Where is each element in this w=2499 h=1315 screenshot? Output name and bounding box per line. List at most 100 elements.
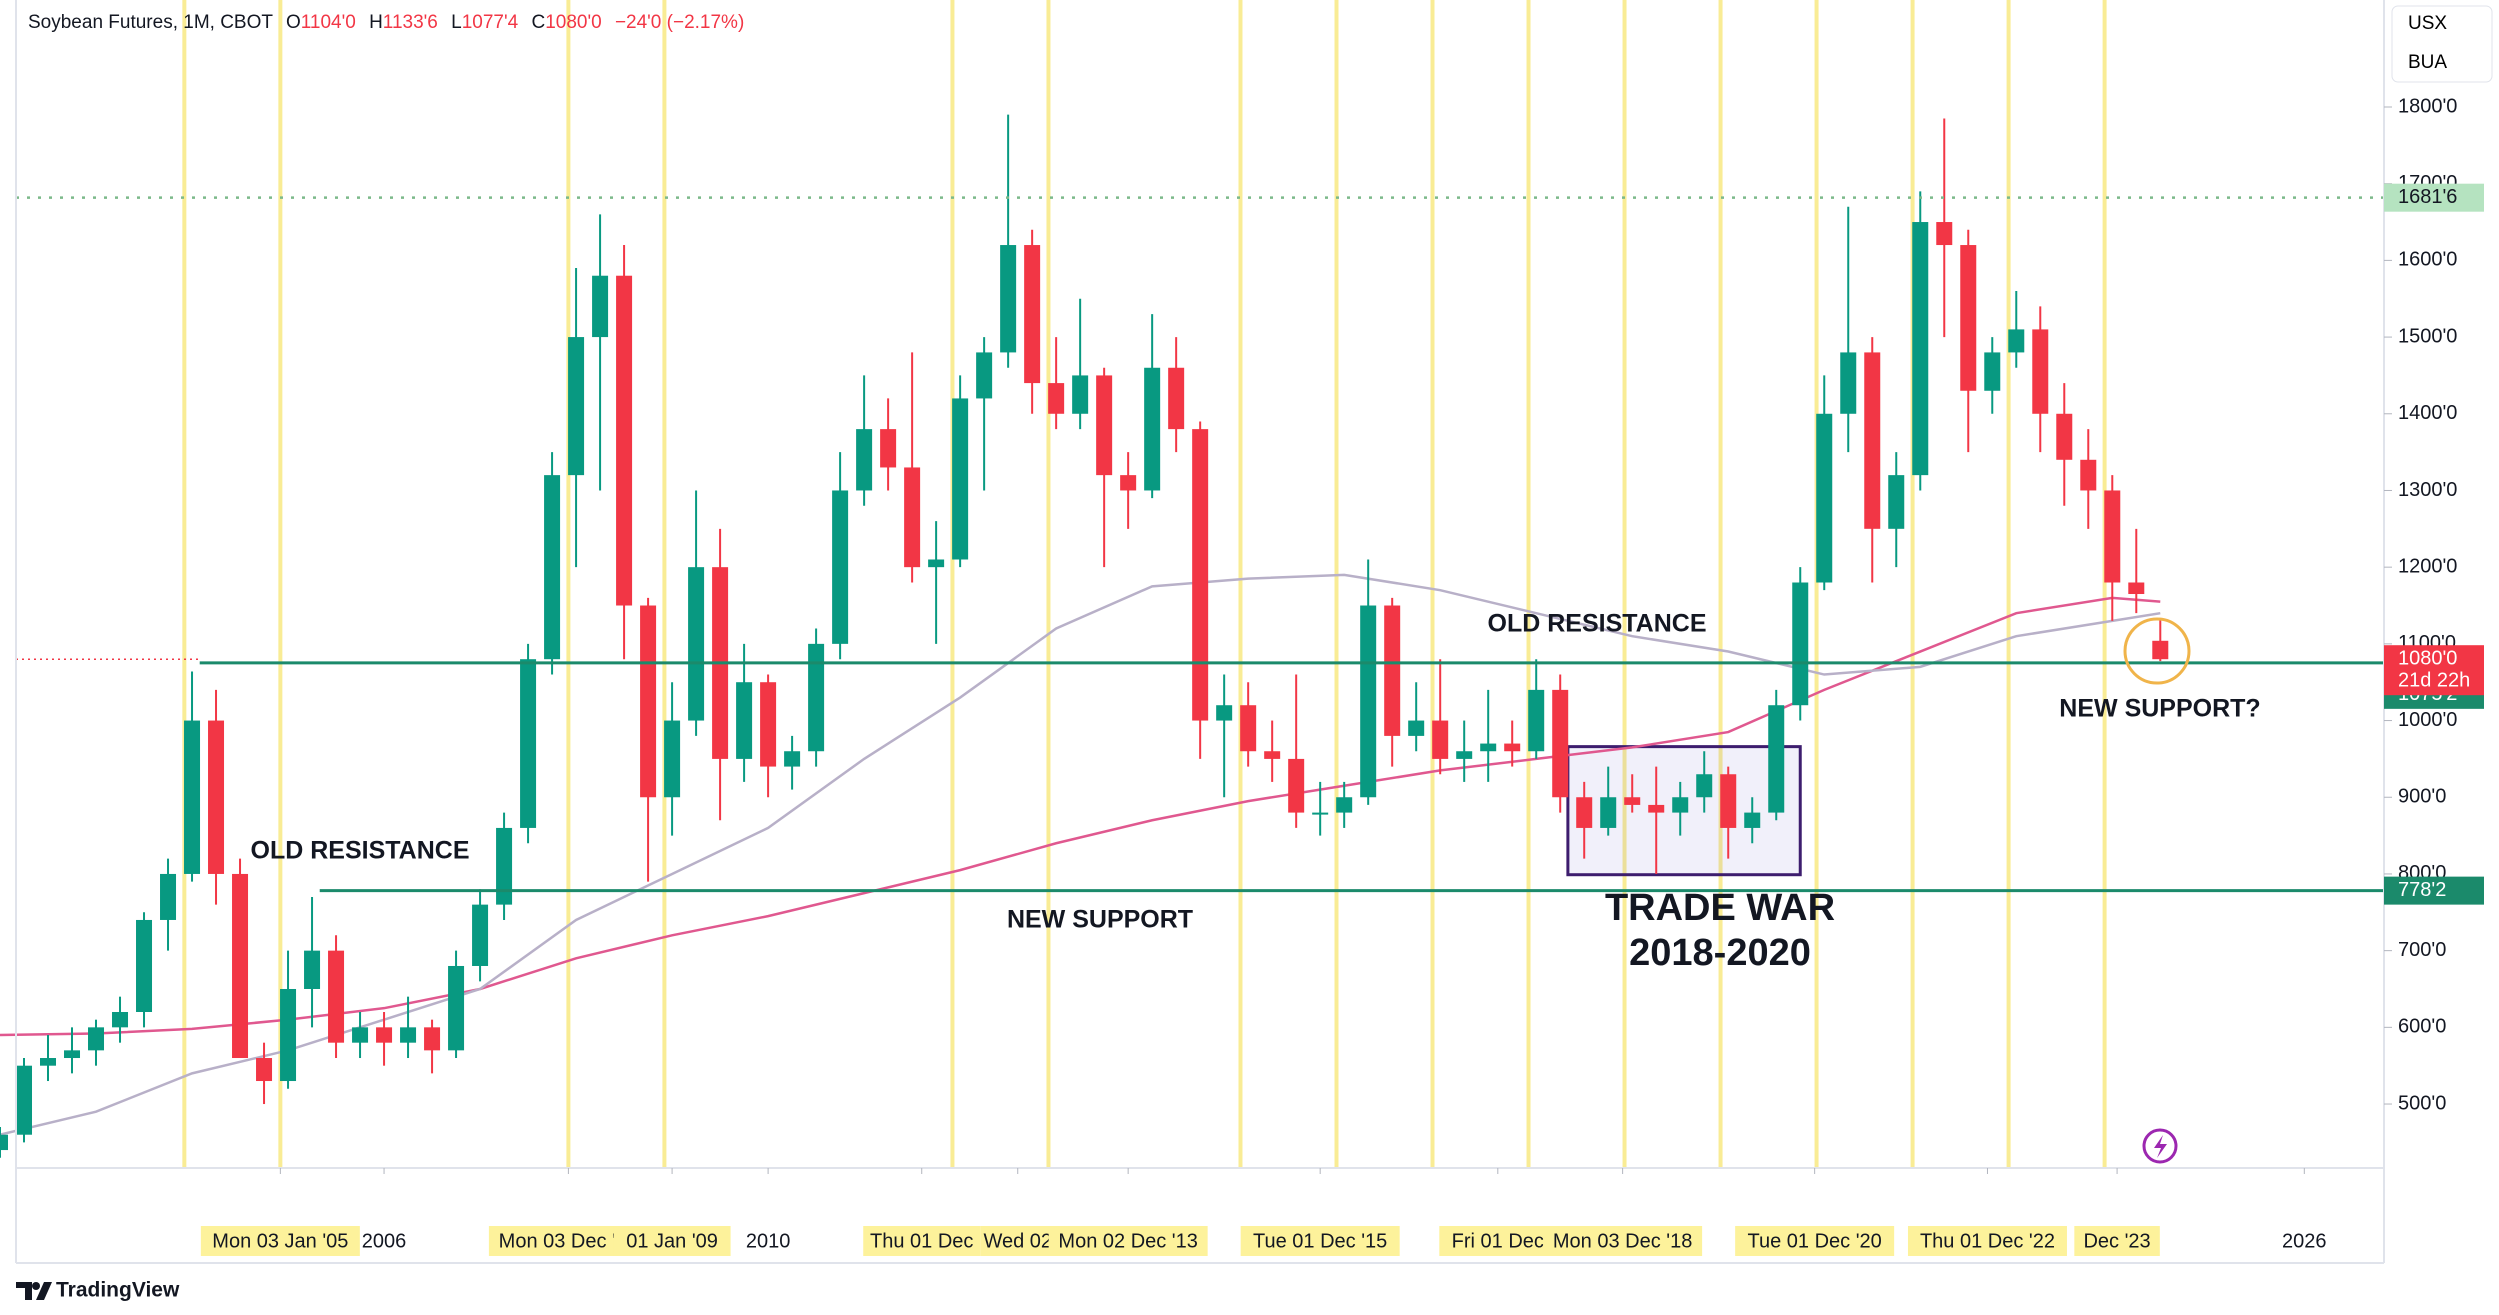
- x-tick-label: Thu 01 Dec: [870, 1230, 973, 1252]
- candle-body: [1384, 605, 1401, 736]
- candle-body: [2008, 329, 2025, 353]
- x-tick-highlight: [1907, 1226, 2067, 1256]
- candle-body: [1000, 245, 1017, 353]
- candle-body: [784, 751, 801, 767]
- candle-body: [760, 682, 777, 767]
- candle-body: [376, 1027, 393, 1043]
- candle-body: [1936, 222, 1953, 246]
- candle-body: [448, 965, 465, 1051]
- x-tick-label: Mon 03 Jan '05: [212, 1230, 348, 1252]
- candle-body: [1312, 812, 1329, 815]
- candle-body: [1072, 375, 1089, 414]
- candle-body: [88, 1027, 105, 1051]
- candle-body: [904, 467, 921, 568]
- annotation: TRADE WAR: [1605, 887, 1835, 929]
- highlight-lines: [182, 0, 2107, 1168]
- level-price-label: 778'2: [2398, 879, 2446, 901]
- candle-body: [1768, 705, 1785, 813]
- y-tick-label: 1200'0: [2398, 555, 2457, 577]
- low: 1077'4: [462, 12, 519, 33]
- candle-body: [1552, 689, 1569, 798]
- x-tick-label: Thu 01 Dec '22: [1920, 1230, 2055, 1252]
- annotation: NEW SUPPORT: [1007, 906, 1193, 934]
- candle-body: [16, 1065, 33, 1135]
- x-tick-label: 2010: [746, 1230, 791, 1252]
- candle-body: [808, 643, 825, 752]
- candle-body: [1504, 743, 1521, 752]
- candle-body: [40, 1058, 57, 1066]
- dotted-price-label: 1681'6: [2398, 186, 2457, 208]
- candle-body: [1168, 367, 1185, 430]
- candle-body: [1216, 705, 1233, 721]
- annotation: 2018-2020: [1629, 932, 1811, 974]
- last-price-label: 1080'0: [2398, 647, 2457, 669]
- candle-body: [1360, 605, 1377, 798]
- x-tick-highlight: [200, 1226, 360, 1256]
- candle-body: [952, 398, 969, 560]
- candle-body: [1744, 812, 1761, 828]
- candle-body: [1144, 367, 1161, 491]
- l-key: L: [451, 12, 462, 33]
- unit: BUA: [2408, 52, 2447, 73]
- candle-body: [2128, 582, 2145, 595]
- countdown: 21d 22h: [2398, 669, 2470, 691]
- candle-body: [64, 1050, 81, 1059]
- annotation: OLD RESISTANCE: [251, 837, 470, 865]
- open: 1104'0: [301, 12, 356, 33]
- x-tick-label: Tue 01 Dec '20: [1748, 1230, 1882, 1252]
- candle-body: [688, 567, 705, 721]
- o-key: O: [286, 12, 301, 33]
- y-tick-label: 900'0: [2398, 786, 2446, 808]
- lightning-icon[interactable]: [2142, 1128, 2178, 1164]
- candle-body: [328, 950, 345, 1043]
- candle-body: [928, 559, 945, 568]
- change: −24'0 (−2.17%): [615, 12, 744, 33]
- candle-body: [1840, 352, 1857, 414]
- header: Soybean Futures, 1M, CBOT O1104'0 H1133'…: [28, 12, 744, 33]
- x-tick-label: Tue 01 Dec '15: [1253, 1230, 1387, 1252]
- moving-average: [0, 573, 2161, 1136]
- x-tick-highlight: [980, 1226, 1056, 1256]
- candle-body: [1792, 582, 1809, 706]
- candle-body: [832, 490, 849, 644]
- y-tick-label: 700'0: [2398, 939, 2446, 961]
- x-tick-label: Dec '23: [2083, 1230, 2150, 1252]
- x-tick-label: Mon 02 Dec '13: [1058, 1230, 1197, 1252]
- candle-body: [1480, 743, 1497, 752]
- y-tick-label: 1400'0: [2398, 402, 2457, 424]
- x-tick-label: Wed 02: [983, 1230, 1052, 1252]
- close: 1080'0: [545, 12, 601, 33]
- candle-body: [160, 873, 177, 920]
- candle-body: [664, 720, 681, 798]
- candle-body: [592, 275, 609, 338]
- candle-body: [2080, 459, 2097, 491]
- candle-body: [1816, 413, 1833, 583]
- candle-body: [1888, 475, 1905, 529]
- candle-body: [736, 682, 753, 759]
- candle-body: [1432, 720, 1449, 759]
- candle-body: [1096, 375, 1113, 476]
- x-tick-label: Mon 03 Dec '07: [499, 1230, 638, 1252]
- candle-body: [544, 475, 561, 660]
- candle-body: [1192, 429, 1209, 721]
- candle-body: [424, 1027, 441, 1051]
- candle-body: [1240, 705, 1257, 752]
- plot: [0, 114, 2384, 1158]
- x-tick-highlight: [1735, 1226, 1895, 1256]
- currency-box[interactable]: [2391, 5, 2493, 83]
- candle-body: [112, 1012, 129, 1028]
- x-tick-label: Mon 03 Dec '18: [1553, 1230, 1692, 1252]
- x-tick-highlight: [1240, 1226, 1400, 1256]
- y-tick-label: 1500'0: [2398, 325, 2457, 347]
- y-tick-label: 600'0: [2398, 1016, 2446, 1038]
- candle-body: [1264, 751, 1281, 759]
- y-tick-label: 1800'0: [2398, 95, 2457, 117]
- candle-body: [1288, 758, 1305, 813]
- y-tick-label: 1000'0: [2398, 709, 2457, 731]
- x-tick-highlight: [1439, 1226, 1557, 1256]
- x-tick-highlight: [863, 1226, 981, 1256]
- candle-body: [1984, 352, 2001, 391]
- last-price-box: [2384, 645, 2484, 696]
- currency: USX: [2408, 13, 2447, 34]
